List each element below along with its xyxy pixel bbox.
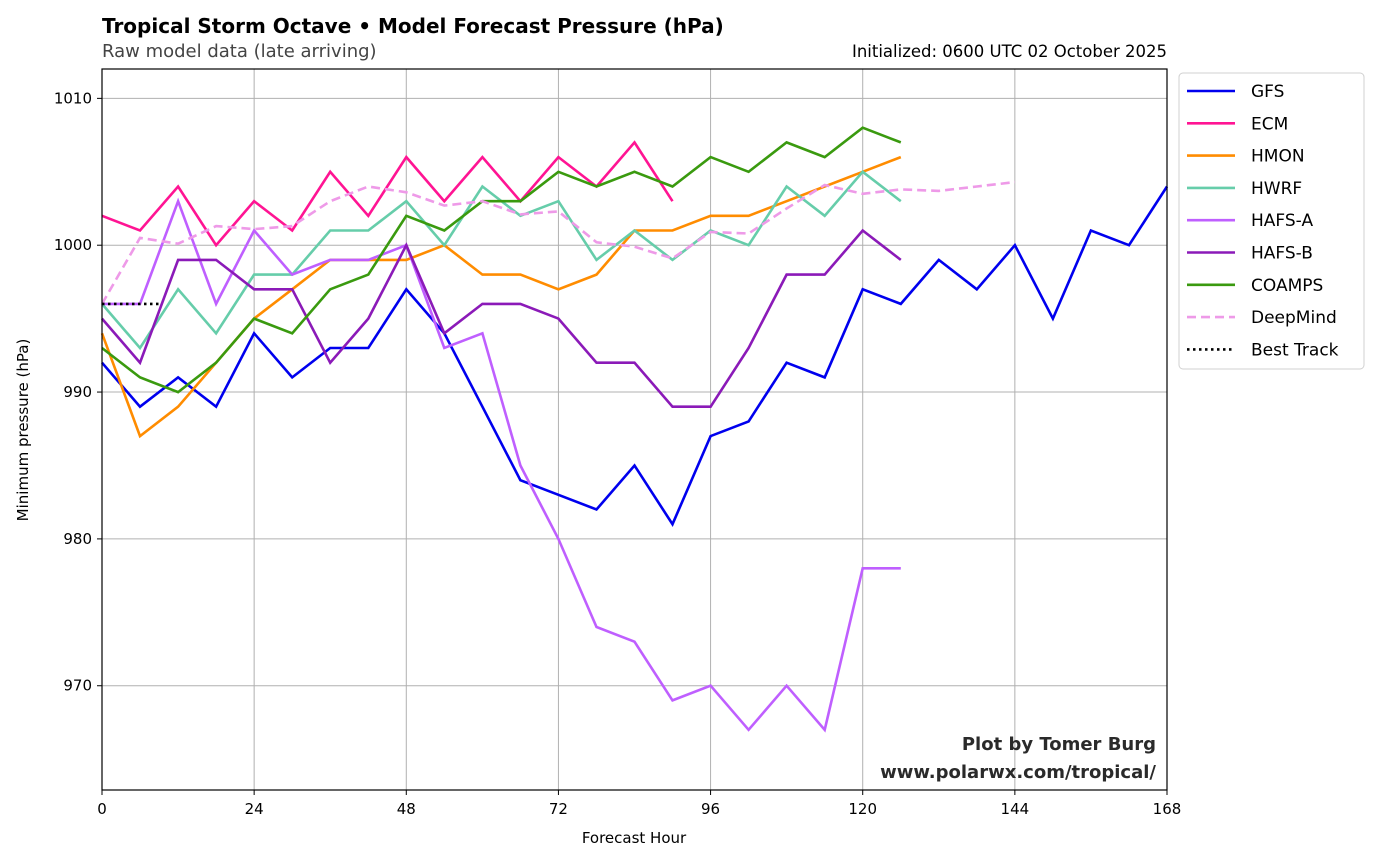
credit-url: www.polarwx.com/tropical/ — [880, 762, 1156, 783]
x-axis-ticks: 0 24 48 72 96 120 144 168 — [97, 790, 1181, 818]
legend-item-hafs-b: HAFS-B — [1187, 244, 1313, 264]
y-tick-label: 1010 — [54, 89, 92, 107]
legend-label: GFS — [1251, 82, 1284, 102]
legend-item-hafs-a: HAFS-A — [1187, 211, 1313, 231]
legend-item-ecm: ECM — [1187, 114, 1288, 134]
legend-item-best-track: Best Track — [1187, 340, 1339, 360]
x-tick-label: 0 — [97, 800, 107, 818]
x-tick-label: 96 — [701, 800, 720, 818]
legend-item-coamps: COAMPS — [1187, 276, 1323, 296]
legend-label: COAMPS — [1251, 276, 1323, 296]
initialized-time: Initialized: 0600 UTC 02 October 2025 — [852, 42, 1167, 61]
legend: GFS ECM HMON HWRF HAFS-A HAFS-B COAMPS DeepMind… — [1178, 72, 1365, 370]
x-tick-label: 48 — [397, 800, 416, 818]
series-line-hwrf — [101, 170, 902, 351]
y-tick-label: 1000 — [54, 236, 92, 254]
legend-item-hwrf: HWRF — [1187, 179, 1302, 199]
y-axis-ticks: 970 980 990 1000 1010 — [54, 89, 102, 695]
series-line-ecm — [101, 140, 674, 248]
series-line-deepmind — [100, 180, 1016, 305]
legend-item-gfs: GFS — [1187, 82, 1284, 102]
series-line-hafs-b — [101, 228, 902, 409]
legend-item-hmon: HMON — [1187, 147, 1305, 167]
x-tick-label: 168 — [1153, 800, 1182, 818]
chart-subtitle: Raw model data (late arriving) — [102, 41, 377, 62]
x-tick-label: 72 — [549, 800, 568, 818]
series-line-coamps — [101, 126, 902, 394]
x-tick-label: 24 — [245, 800, 264, 818]
series-lines — [100, 126, 1169, 733]
x-tick-label: 120 — [848, 800, 877, 818]
series-line-hafs-a — [102, 197, 901, 733]
legend-label: HWRF — [1251, 179, 1302, 199]
series-line-gfs — [101, 185, 1169, 527]
y-tick-label: 970 — [63, 677, 92, 695]
credit-author: Plot by Tomer Burg — [962, 734, 1156, 755]
legend-label: Best Track — [1251, 340, 1339, 360]
y-axis-label: Minimum pressure (hPa) — [14, 339, 32, 522]
legend-box — [1178, 72, 1365, 370]
x-axis-label: Forecast Hour — [582, 829, 687, 847]
legend-label: DeepMind — [1251, 308, 1337, 328]
y-tick-label: 980 — [63, 530, 92, 548]
grid — [101, 69, 1168, 790]
x-tick-label: 144 — [1001, 800, 1030, 818]
legend-label: ECM — [1251, 114, 1288, 134]
legend-label: HAFS-B — [1251, 244, 1313, 264]
chart-title: Tropical Storm Octave • Model Forecast P… — [102, 14, 724, 38]
y-tick-label: 990 — [63, 383, 92, 401]
legend-label: HMON — [1251, 147, 1305, 167]
legend-label: HAFS-A — [1251, 211, 1313, 231]
plot-frame — [101, 68, 1168, 791]
legend-item-deepmind: DeepMind — [1187, 308, 1337, 328]
